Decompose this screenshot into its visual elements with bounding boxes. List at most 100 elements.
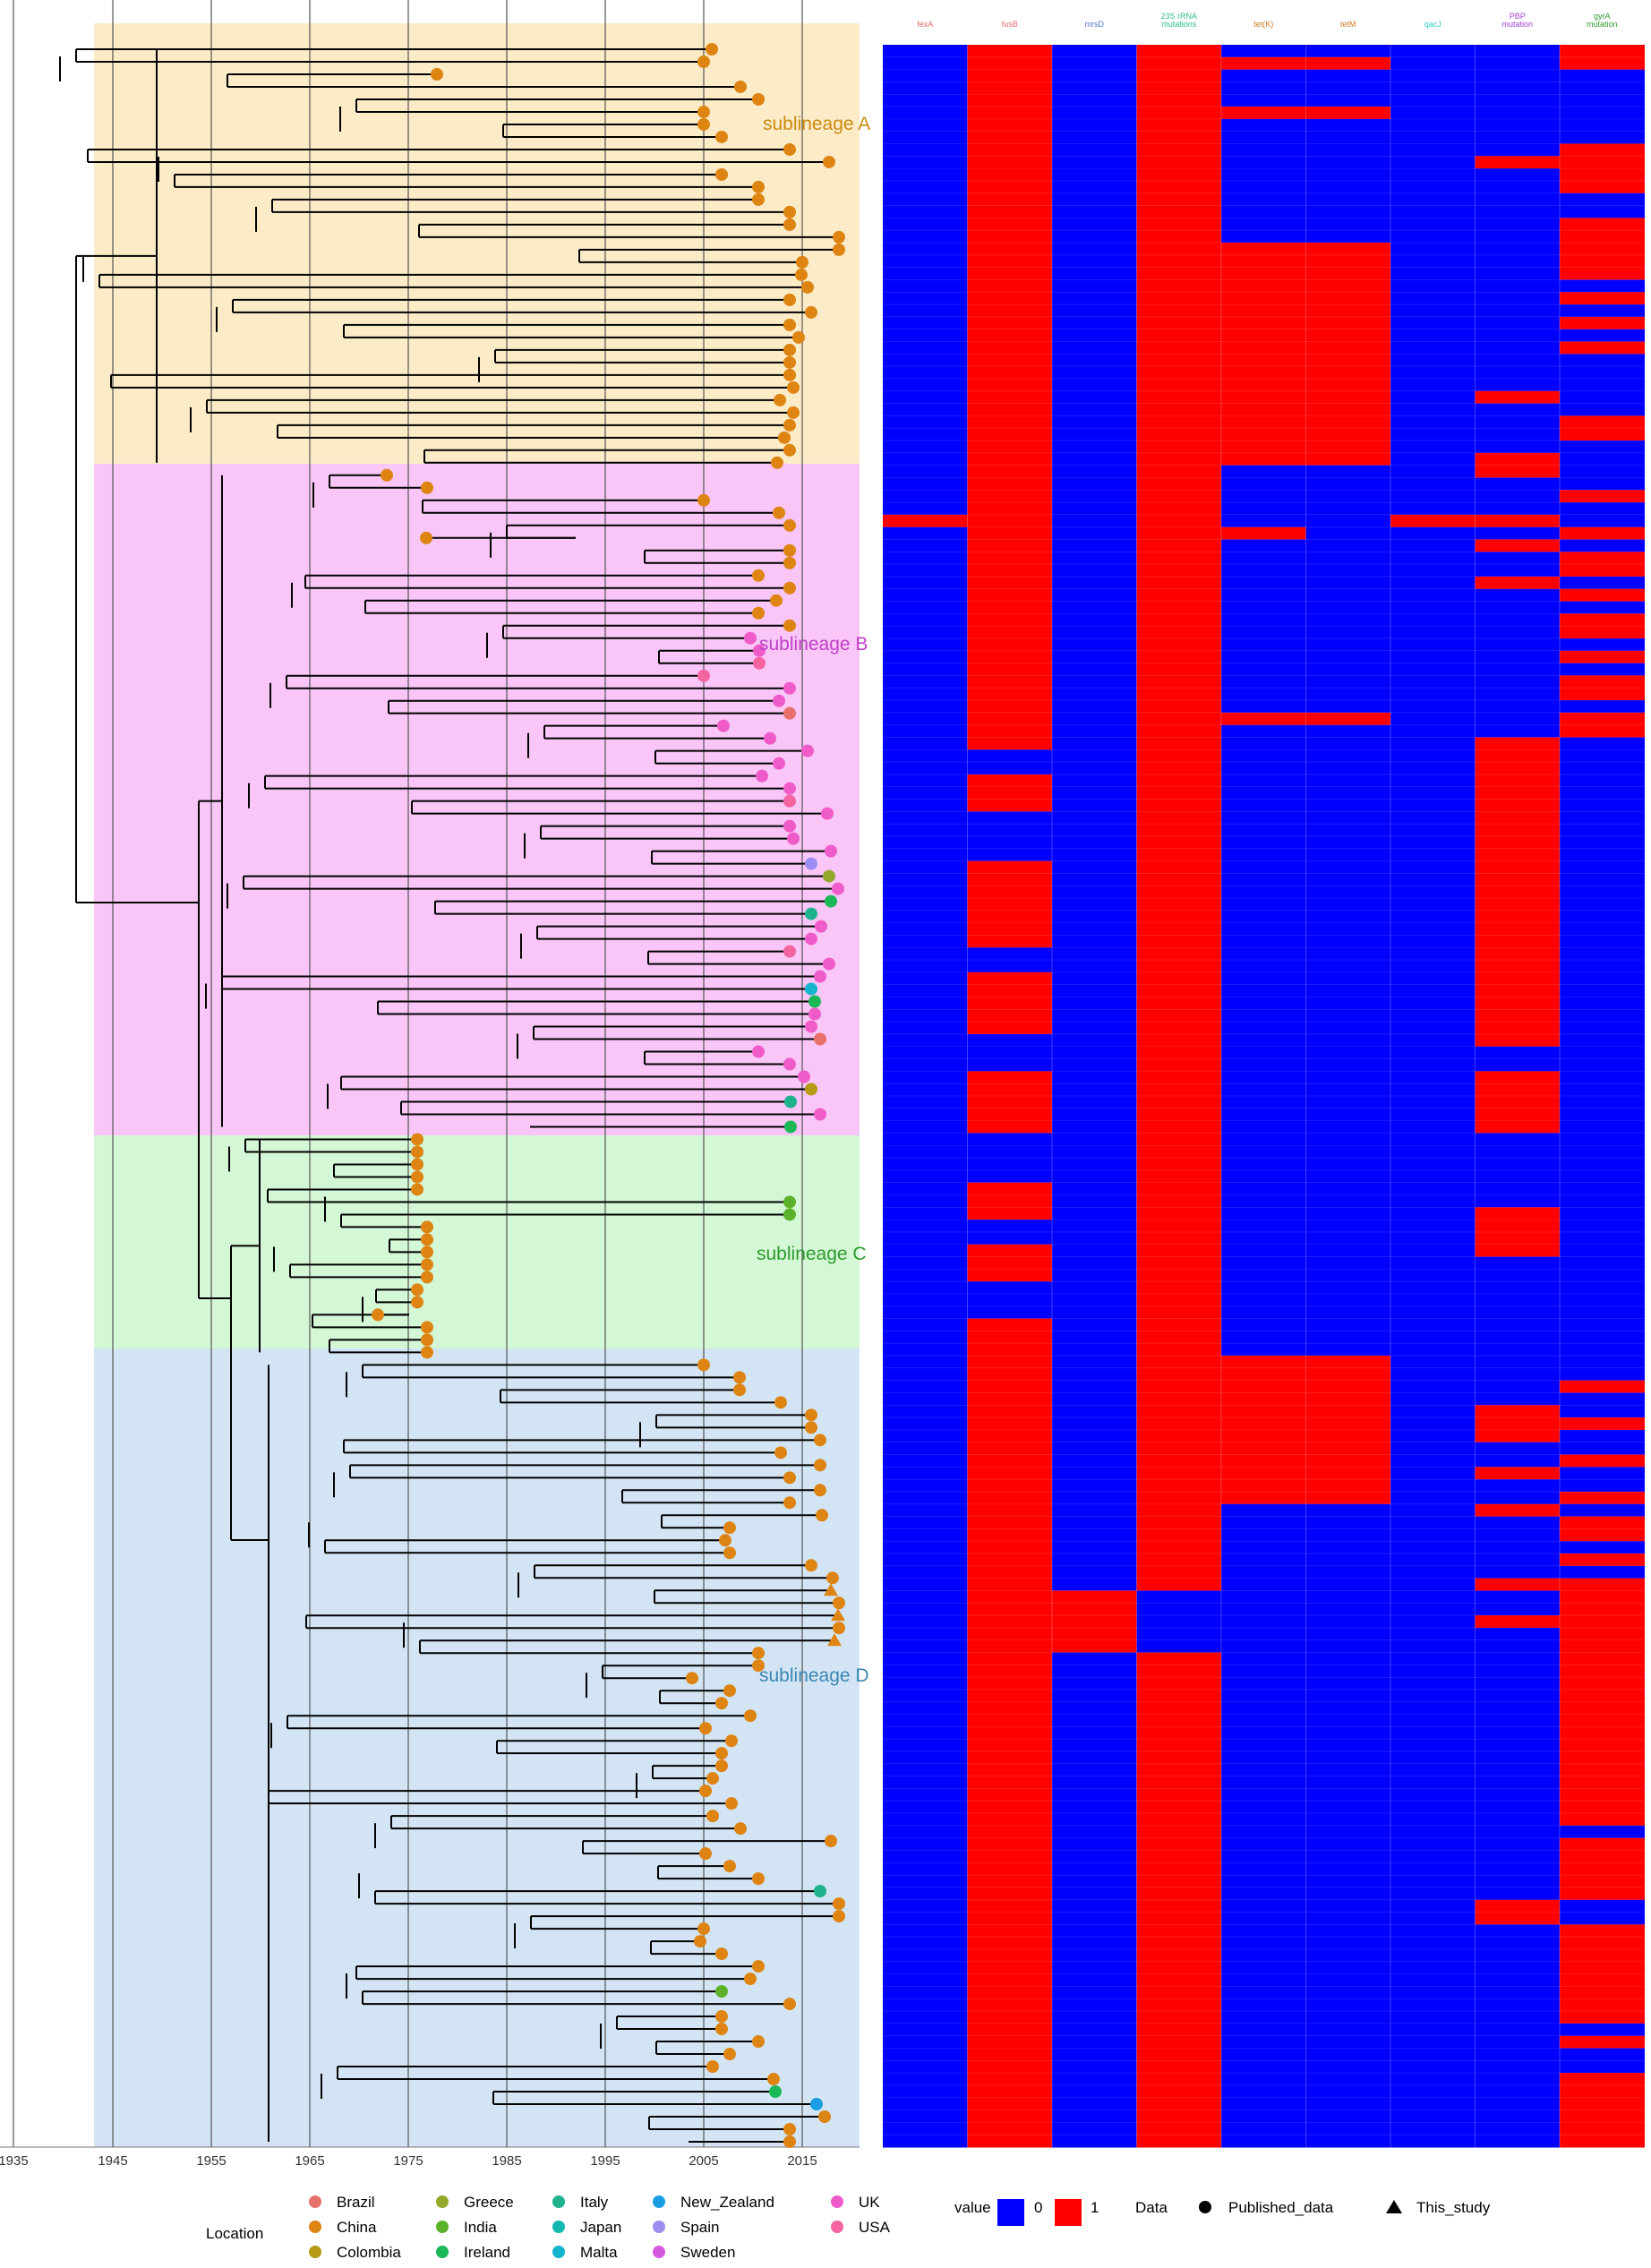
tip-marker-this-study	[831, 1608, 845, 1622]
tip-marker-published	[411, 1296, 423, 1309]
tip-marker-published	[719, 1534, 731, 1547]
tree-branch	[305, 1614, 685, 1629]
tip-marker-published	[833, 1622, 845, 1635]
tip-marker-published	[725, 1734, 738, 1748]
tip-marker-published	[784, 1120, 797, 1134]
heatmap-cell	[1475, 1071, 1561, 1134]
tree-branch	[648, 2117, 655, 2131]
tip-marker-published	[421, 1333, 433, 1347]
heatmap-cell	[1475, 1899, 1561, 1925]
tip-marker-published	[805, 305, 817, 319]
tree-branch	[329, 475, 363, 489]
legend-location-label: Greece	[464, 2194, 514, 2211]
tip-marker-published	[421, 1233, 433, 1246]
tip-marker-this-study	[824, 1583, 838, 1596]
tip-marker-published	[815, 920, 827, 933]
heatmap-cell	[1560, 279, 1645, 293]
tip-marker-published	[411, 1183, 423, 1196]
tip-marker-published	[833, 243, 845, 256]
tip-marker-published	[717, 719, 730, 732]
tip-marker-published	[411, 1133, 423, 1146]
tip-marker-published	[832, 882, 844, 895]
heatmap-cell	[1475, 1046, 1561, 1072]
tip-marker-published	[723, 1860, 736, 1873]
heatmap-cell	[1560, 341, 1645, 355]
heatmap-column-label: mrsD	[1085, 20, 1105, 29]
year-label: 1995	[590, 2153, 620, 2169]
tip-marker-published	[706, 2060, 719, 2074]
legend-location-label: Spain	[680, 2219, 719, 2236]
tip-marker-published	[752, 1659, 765, 1673]
tip-marker-published	[697, 493, 710, 507]
heatmap-column-label: fexA	[917, 20, 933, 29]
tip-marker-published	[715, 167, 728, 181]
heatmap-cell	[1560, 1553, 1645, 1567]
heatmap-cell	[1475, 1207, 1561, 1258]
tip-marker-published	[773, 694, 785, 707]
heatmap-cell	[1475, 552, 1561, 578]
heatmap-cell	[1221, 242, 1306, 466]
tip-marker-published	[699, 1847, 712, 1861]
legend-location-label: India	[464, 2219, 497, 2236]
legend-location-label: Brazil	[337, 2194, 375, 2211]
tree-branch	[492, 2092, 580, 2106]
heatmap-column-label: mutation	[1587, 20, 1618, 29]
heatmap-cell	[1475, 1924, 1561, 2148]
legend-location-label: New_Zealand	[680, 2194, 774, 2211]
resistance-heatmap	[883, 45, 1645, 2148]
tip-marker-published	[715, 1697, 728, 1710]
legend-published-data-label: Published_data	[1228, 2199, 1334, 2216]
tree-branch	[655, 1415, 663, 1429]
heatmap-cell	[1305, 712, 1391, 726]
heatmap-cell	[1052, 1652, 1137, 2148]
legend-location-marker	[552, 2221, 565, 2233]
heatmap-cell	[1475, 1256, 1561, 1406]
heatmap-column-label: tet(K)	[1253, 20, 1273, 29]
tip-marker-published	[733, 1383, 746, 1397]
heatmap-cell	[1221, 724, 1306, 1357]
heatmap-cell	[1475, 1442, 1561, 1468]
tree-branch	[540, 826, 592, 840]
tree-branch	[659, 1690, 684, 1705]
heatmap-cell	[1475, 539, 1561, 552]
tip-marker-published	[801, 280, 814, 294]
tree-branch	[496, 1741, 620, 1755]
heatmap-cell	[1560, 712, 1645, 738]
tip-marker-published	[697, 1922, 710, 1936]
heatmap-cell	[1560, 663, 1645, 676]
tip-marker-published	[818, 2110, 831, 2124]
legend-location-label: Japan	[580, 2219, 621, 2236]
heatmap-cell	[1560, 69, 1645, 144]
tree-branch	[390, 1816, 514, 1830]
heatmap-cell	[1475, 526, 1561, 540]
heatmap-cell	[1305, 45, 1391, 58]
heatmap-cell	[1475, 1467, 1561, 1480]
tree-branch	[389, 1239, 405, 1254]
tree-branch	[500, 1390, 605, 1404]
tree-branch	[362, 1991, 476, 2006]
legend-value-1-label: 1	[1091, 2199, 1099, 2216]
tip-marker-published	[421, 1258, 433, 1271]
sublineage-d-label: sublineage D	[759, 1665, 869, 1686]
tip-marker-published	[767, 2073, 780, 2086]
heatmap-cell	[1560, 316, 1645, 330]
heatmap-cell	[1305, 69, 1391, 107]
heatmap-cell	[1560, 1417, 1645, 1431]
tip-marker-published	[715, 1985, 728, 1998]
heatmap-cell	[1560, 193, 1645, 218]
tip-marker-published	[805, 1020, 817, 1033]
tip-marker-published	[808, 1007, 821, 1021]
tree-branch	[534, 1565, 586, 1579]
tree-branch	[227, 73, 269, 88]
tip-marker-published	[699, 1784, 712, 1798]
tip-marker-published	[752, 1960, 765, 1973]
tip-marker-published	[826, 1571, 839, 1585]
tree-branch	[75, 49, 190, 63]
heatmap-cell	[1390, 45, 1476, 516]
tip-marker-published	[734, 80, 747, 93]
tree-branch	[271, 199, 332, 213]
heatmap-cell	[1560, 304, 1645, 318]
legend-value-1-swatch	[1055, 2199, 1082, 2226]
tree-branch	[264, 775, 298, 790]
